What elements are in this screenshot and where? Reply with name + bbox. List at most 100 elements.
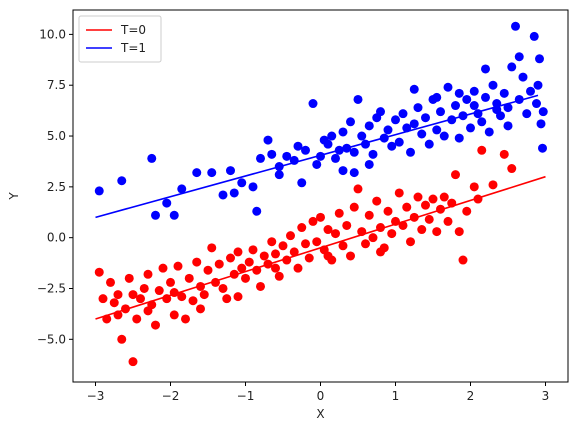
y-tick-label: −5.0 <box>37 332 66 346</box>
data-point-t1 <box>162 198 172 208</box>
data-point-t0 <box>376 247 385 257</box>
data-point-t0 <box>368 233 378 243</box>
data-point-t0 <box>342 220 352 230</box>
legend-box <box>78 15 162 63</box>
data-point-t0 <box>117 334 127 344</box>
data-point-t0 <box>304 253 314 263</box>
data-point-t1 <box>518 72 528 82</box>
data-point-t0 <box>226 253 235 263</box>
data-point-t1 <box>308 99 318 109</box>
data-point-t0 <box>166 277 175 287</box>
data-point-t1 <box>417 129 427 139</box>
data-point-t0 <box>394 188 404 198</box>
data-point-t1 <box>117 176 127 186</box>
data-point-t1 <box>488 80 498 90</box>
data-point-t1 <box>282 151 292 161</box>
fit-lines-layer <box>95 94 546 320</box>
data-point-t0 <box>169 310 179 320</box>
data-point-t1 <box>469 86 479 96</box>
data-point-t1 <box>439 131 449 141</box>
data-point-t0 <box>451 170 460 180</box>
data-point-t1 <box>424 139 434 149</box>
data-point-t1 <box>436 107 445 117</box>
data-point-t0 <box>372 196 382 206</box>
data-point-t1 <box>454 133 464 143</box>
plot-area <box>72 9 569 383</box>
data-point-t0 <box>507 164 517 174</box>
data-point-t1 <box>226 166 235 176</box>
data-point-t1 <box>454 88 464 98</box>
data-point-t0 <box>286 231 295 241</box>
x-tick-label: −3 <box>87 389 105 403</box>
data-point-t1 <box>532 99 541 109</box>
x-tick-label: −2 <box>162 389 180 403</box>
y-tick-label: 2.5 <box>47 180 66 194</box>
data-point-t1 <box>394 137 404 147</box>
data-point-t1 <box>327 131 337 141</box>
data-point-t0 <box>353 184 363 194</box>
data-point-t1 <box>398 109 408 119</box>
data-point-t1 <box>237 178 247 188</box>
x-axis-label: X <box>316 407 324 421</box>
data-point-t1 <box>443 82 453 92</box>
data-point-t1 <box>293 141 303 151</box>
data-point-t0 <box>364 210 374 220</box>
data-point-t0 <box>323 225 333 235</box>
data-point-t1 <box>522 109 532 119</box>
data-point-t0 <box>316 212 325 222</box>
data-point-t1 <box>477 117 487 127</box>
data-point-t1 <box>432 92 442 102</box>
data-point-t0 <box>271 249 280 259</box>
data-point-t1 <box>207 168 217 178</box>
data-point-t0 <box>218 283 228 293</box>
data-point-t1 <box>338 166 348 176</box>
data-point-t1 <box>503 121 513 131</box>
data-point-t0 <box>312 237 322 247</box>
x-tick-label: 2 <box>467 389 475 403</box>
data-point-t0 <box>301 239 310 249</box>
data-point-t0 <box>293 263 303 273</box>
data-point-t0 <box>297 223 307 233</box>
data-point-t0 <box>387 229 397 239</box>
y-tick-label: 7.5 <box>47 78 66 92</box>
data-point-t1 <box>151 210 160 220</box>
data-point-t0 <box>477 145 487 155</box>
legend-label-t0: T=0 <box>120 23 146 37</box>
data-point-t0 <box>499 149 509 159</box>
data-point-t1 <box>499 88 509 98</box>
data-point-t0 <box>196 304 205 314</box>
data-point-t0 <box>143 306 153 316</box>
data-point-t1 <box>312 159 322 169</box>
data-point-t0 <box>383 206 393 216</box>
data-point-t1 <box>256 153 265 163</box>
data-point-t0 <box>458 255 468 265</box>
data-point-t1 <box>391 115 400 125</box>
data-point-t1 <box>364 159 374 169</box>
data-point-t0 <box>143 269 153 279</box>
data-point-t0 <box>402 202 412 212</box>
data-point-t0 <box>432 227 442 237</box>
data-point-t1 <box>376 107 385 117</box>
x-tick-label: 1 <box>392 389 400 403</box>
data-point-t1 <box>169 210 179 220</box>
x-tick-label: 0 <box>317 389 325 403</box>
data-point-t1 <box>94 186 104 196</box>
x-ticks: −3 −2 −1 0 1 2 3 <box>87 382 549 403</box>
data-point-t0 <box>237 263 247 273</box>
data-point-t0 <box>181 314 190 324</box>
data-point-t0 <box>158 263 168 273</box>
data-point-t0 <box>222 294 232 304</box>
data-point-t0 <box>308 216 318 226</box>
data-point-t1 <box>346 117 355 127</box>
data-point-t1 <box>252 206 262 216</box>
data-point-t1 <box>533 80 543 90</box>
y-axis-label: Y <box>7 192 21 201</box>
data-point-t0 <box>184 273 194 283</box>
data-point-t1 <box>484 127 494 137</box>
data-point-t0 <box>124 273 134 283</box>
data-point-t1 <box>387 141 397 151</box>
data-point-t0 <box>244 257 254 267</box>
data-point-t0 <box>199 290 209 300</box>
data-point-t0 <box>109 298 119 308</box>
